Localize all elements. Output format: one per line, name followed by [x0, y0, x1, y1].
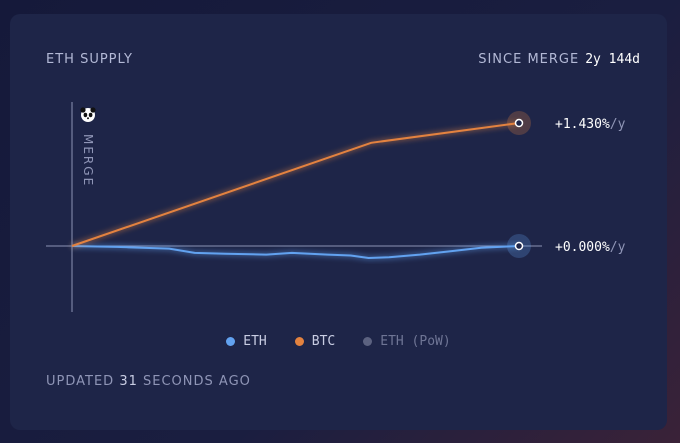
chart-legend: ETH BTC ETH (PoW) [10, 334, 667, 349]
legend-item-btc[interactable]: BTC [294, 334, 336, 349]
updated-suffix: SECONDS AGO [143, 374, 251, 389]
legend-dot-eth [226, 337, 236, 346]
legend-dot-btc [294, 337, 304, 346]
merge-label: MERGE [81, 134, 95, 187]
btc-rate-label: +1.430%/y [555, 117, 626, 132]
legend-label-eth: ETH [243, 334, 267, 349]
endpoint-dot-btc [514, 118, 524, 128]
legend-item-eth[interactable]: ETH [226, 334, 267, 349]
legend-label-btc: BTC [311, 334, 336, 349]
card-title: ETH SUPPLY [46, 52, 133, 67]
updated-seconds: 31 [119, 374, 138, 389]
updated-prefix: UPDATED [46, 374, 115, 389]
eth-supply-card: ETH SUPPLY SINCE MERGE 2y 144d MERGE +1.4… [10, 14, 667, 430]
since-merge: SINCE MERGE 2y 144d [478, 52, 640, 67]
series-layer [71, 111, 531, 260]
since-merge-value: 2y 144d [585, 52, 640, 67]
panda-icon [80, 107, 96, 122]
updated-status: UPDATED 31 SECONDS AGO [46, 374, 251, 389]
legend-item-eth-pow[interactable]: ETH (PoW) [363, 334, 451, 349]
legend-label-eth-pow: ETH (PoW) [380, 334, 451, 349]
series-line-btc [71, 122, 520, 247]
series-line-eth [71, 245, 520, 260]
since-merge-label: SINCE MERGE [478, 52, 580, 67]
eth-rate-label: +0.000%/y [555, 240, 626, 255]
supply-chart: MERGE +1.430%/y +0.000%/y [46, 102, 626, 312]
endpoint-dot-eth [514, 241, 524, 251]
legend-dot-eth-pow [363, 337, 373, 346]
